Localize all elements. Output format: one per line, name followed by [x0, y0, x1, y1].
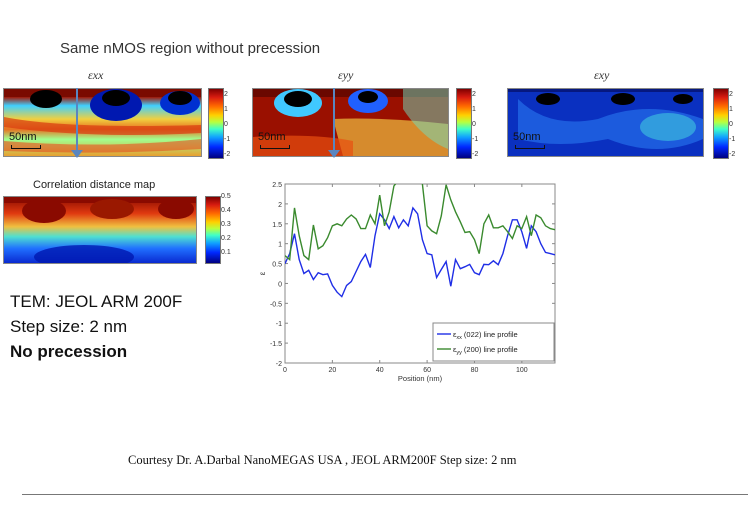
- exy-colorbar: [713, 88, 729, 159]
- y-tick-label: 0.5: [272, 262, 282, 269]
- colorbar-tick: 0.3: [221, 221, 231, 228]
- colorbar-tick: -1: [224, 136, 231, 143]
- exx-map-image: [4, 89, 201, 156]
- eyy-strain-map: [252, 88, 449, 157]
- eyy-map-image: [253, 89, 448, 156]
- exy-scale-bar-label: 50nm: [513, 131, 541, 143]
- correlation-colorbar-ticks: 0.5 0.4 0.3 0.2 0.1: [221, 193, 239, 259]
- legend-label: εxx (022) line profile: [453, 330, 518, 341]
- exx-line-series: [285, 206, 555, 298]
- y-tick-label: -0.5: [270, 301, 282, 308]
- eyy-line-series: [285, 184, 555, 262]
- legend-label: εyy (200) line profile: [453, 345, 518, 356]
- slide-title: Same nMOS region without precession: [60, 40, 321, 57]
- exx-colorbar-ticks: 2 1 0 -1 -2: [224, 91, 238, 160]
- colorbar-tick: 2: [224, 91, 228, 98]
- exx-scale-bar-label: 50nm: [9, 131, 37, 143]
- colorbar-tick: 0.1: [221, 249, 231, 256]
- x-tick-label: 40: [376, 367, 384, 374]
- y-tick-label: 2: [278, 202, 282, 209]
- colorbar-tick: 0: [224, 121, 228, 128]
- colorbar-tick: 0.5: [221, 193, 231, 200]
- y-axis-label: ε: [258, 271, 267, 275]
- eyy-colorbar: [456, 88, 472, 159]
- info-tem-model: TEM: JEOL ARM 200F: [10, 292, 183, 311]
- y-tick-label: -1.5: [270, 341, 282, 348]
- line-profile-chart: 2.521.510.50-0.5-1-1.5-20 20 40 60 80 100Posi…: [258, 182, 556, 383]
- correlation-distance-map: [3, 196, 197, 264]
- exy-strain-map: [507, 88, 704, 157]
- colorbar-tick: 1: [472, 106, 476, 113]
- footer-divider: [22, 494, 748, 495]
- colorbar-tick: 2: [729, 91, 733, 98]
- y-tick-label: 0: [278, 281, 282, 288]
- eyy-scale-bar: [260, 145, 290, 149]
- y-tick-label: 1.5: [272, 222, 282, 229]
- correlation-colorbar: [205, 196, 221, 264]
- x-tick-label: 100: [516, 367, 528, 374]
- y-tick-label: -2: [276, 361, 282, 368]
- correlation-map-image: [4, 197, 196, 263]
- eyy-line-profile-arrow: [333, 88, 335, 152]
- y-tick-label: 1: [278, 242, 282, 249]
- colorbar-tick: 1: [729, 106, 733, 113]
- info-step-size: Step size: 2 nm: [10, 317, 128, 336]
- y-tick-label: -1: [276, 321, 282, 328]
- exx-line-profile-arrow: [76, 88, 78, 152]
- courtesy-caption: Courtesy Dr. A.Darbal NanoMEGAS USA , JE…: [128, 453, 517, 467]
- exx-map-label: εxx: [88, 68, 104, 82]
- colorbar-tick: 1: [224, 106, 228, 113]
- x-tick-label: 60: [423, 367, 431, 374]
- exy-scale-bar: [515, 145, 545, 149]
- colorbar-tick: 0: [472, 121, 476, 128]
- colorbar-tick: 0: [729, 121, 733, 128]
- exx-colorbar: [208, 88, 224, 159]
- eyy-scale-bar-label: 50nm: [258, 131, 286, 143]
- colorbar-tick: -1: [729, 136, 736, 143]
- x-tick-label: 0: [283, 367, 287, 374]
- legend-box: [432, 322, 555, 362]
- eyy-map-label: εyy: [338, 68, 354, 82]
- x-tick-label: 20: [328, 367, 336, 374]
- eyy-colorbar-ticks: 2 1 0 -1 -2: [472, 91, 486, 160]
- colorbar-tick: -2: [729, 151, 736, 158]
- exy-map-image: [508, 89, 703, 156]
- exy-colorbar-ticks: 2 1 0 -1 -2: [729, 91, 743, 160]
- exx-strain-map: [3, 88, 202, 157]
- exx-scale-bar: [11, 145, 41, 149]
- correlation-map-label: Correlation distance map: [33, 179, 156, 191]
- x-tick-label: 80: [471, 367, 479, 374]
- colorbar-tick: -1: [472, 136, 479, 143]
- arrow-head-icon: [328, 150, 340, 158]
- colorbar-tick: -2: [224, 151, 231, 158]
- info-precession: No precession: [10, 342, 128, 361]
- colorbar-tick: 0.4: [221, 207, 231, 214]
- exy-map-label: εxy: [594, 68, 610, 82]
- colorbar-tick: 0.2: [221, 235, 231, 242]
- arrow-head-icon: [71, 150, 83, 158]
- colorbar-tick: 2: [472, 91, 476, 98]
- colorbar-tick: -2: [472, 151, 479, 158]
- x-axis-label: Position (nm): [398, 374, 443, 383]
- y-tick-label: 2.5: [272, 182, 282, 189]
